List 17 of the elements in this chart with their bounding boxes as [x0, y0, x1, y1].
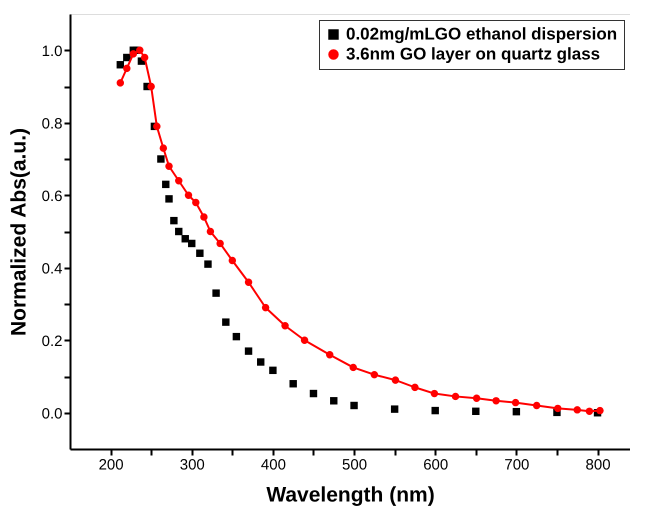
x-tick-label: 800 — [586, 456, 611, 474]
y-tick-label: 0.0 — [42, 405, 62, 422]
x-tick-label: 600 — [423, 456, 448, 474]
y-tick-label: 1.0 — [42, 42, 62, 60]
x-tick-label: 200 — [98, 456, 124, 474]
x-tick-label: 300 — [180, 456, 205, 474]
y-tick-label: 0.2 — [42, 332, 62, 350]
y-axis-title: Normalized Abs(a.u.) — [8, 128, 31, 336]
y-tick-label: 0.6 — [42, 188, 62, 205]
x-tick-label: 700 — [504, 456, 530, 474]
y-tick-label: 0.4 — [42, 260, 62, 278]
y-tick-label: 0.8 — [42, 115, 62, 132]
legend-label: 3.6nm GO layer on quartz glass — [346, 44, 600, 64]
legend-label: 0.02mg/mLGO ethanol dispersion — [346, 24, 618, 44]
x-axis-title: Wavelength (nm) — [266, 484, 435, 506]
x-tick-label: 500 — [342, 456, 368, 474]
x-tick-label: 400 — [260, 456, 286, 474]
